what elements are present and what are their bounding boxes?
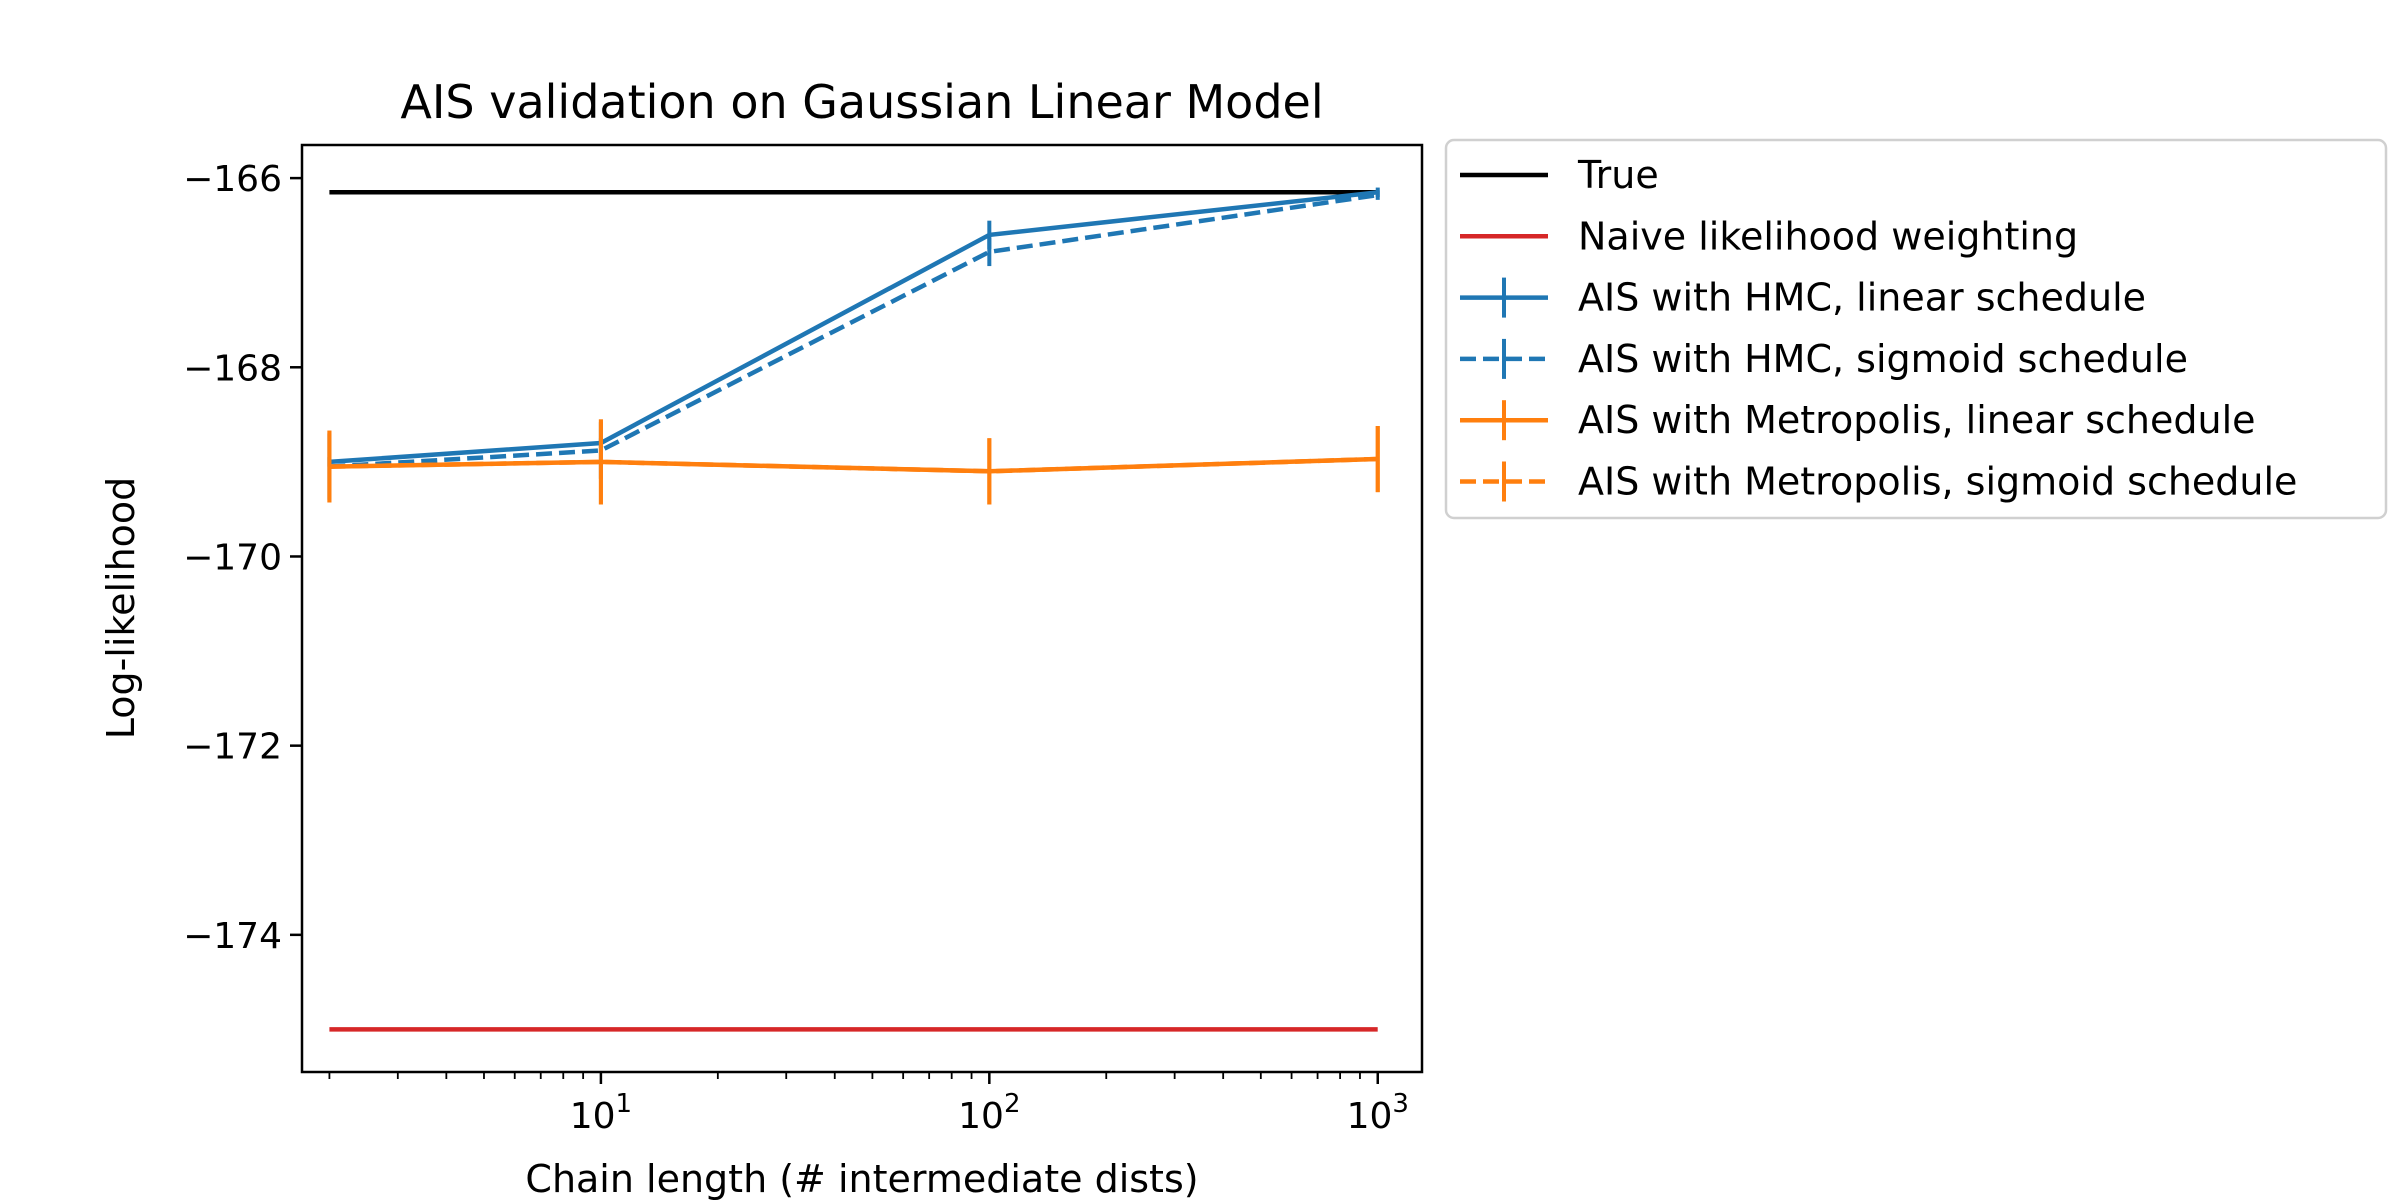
y-tick-label: −174 — [183, 916, 282, 957]
series-line — [329, 192, 1379, 469]
x-axis-label: Chain length (# intermediate dists) — [525, 1157, 1198, 1200]
series-line — [329, 456, 1378, 474]
legend-frame — [1444, 138, 2388, 520]
y-tick-label: −172 — [183, 727, 282, 768]
legend-label: True — [1577, 153, 1659, 197]
series-4 — [327, 419, 1380, 505]
series-line — [329, 456, 1378, 474]
x-tick-label: 103 — [1347, 1089, 1409, 1137]
y-tick-label: −170 — [183, 537, 282, 578]
y-axis-label: Log-likelihood — [99, 477, 143, 740]
chart-title: AIS validation on Gaussian Linear Model — [400, 75, 1323, 129]
y-tick-label: −166 — [183, 159, 282, 200]
legend: True Naive likelihood weighting AIS with H… — [1444, 138, 2388, 520]
x-tick-label: 102 — [958, 1089, 1020, 1137]
axis-ticks: −166 −168 −170 −172 −174 101 102 103 — [183, 159, 1409, 1137]
legend-label: AIS with Metropolis, linear schedule — [1578, 398, 2256, 442]
y-tick-label: −168 — [183, 348, 282, 389]
x-tick-label: 101 — [570, 1089, 632, 1137]
legend-label: AIS with Metropolis, sigmoid schedule — [1578, 460, 2297, 504]
plot-area — [327, 187, 1380, 1032]
series-2 — [327, 187, 1380, 467]
series-line — [329, 190, 1378, 465]
legend-label: AIS with HMC, sigmoid schedule — [1578, 337, 2188, 381]
series-5 — [327, 419, 1380, 505]
plot-frame — [300, 143, 1424, 1074]
legend-label: AIS with HMC, linear schedule — [1578, 276, 2146, 320]
legend-label: Naive likelihood weighting — [1578, 214, 2078, 258]
series-3 — [327, 190, 1380, 500]
